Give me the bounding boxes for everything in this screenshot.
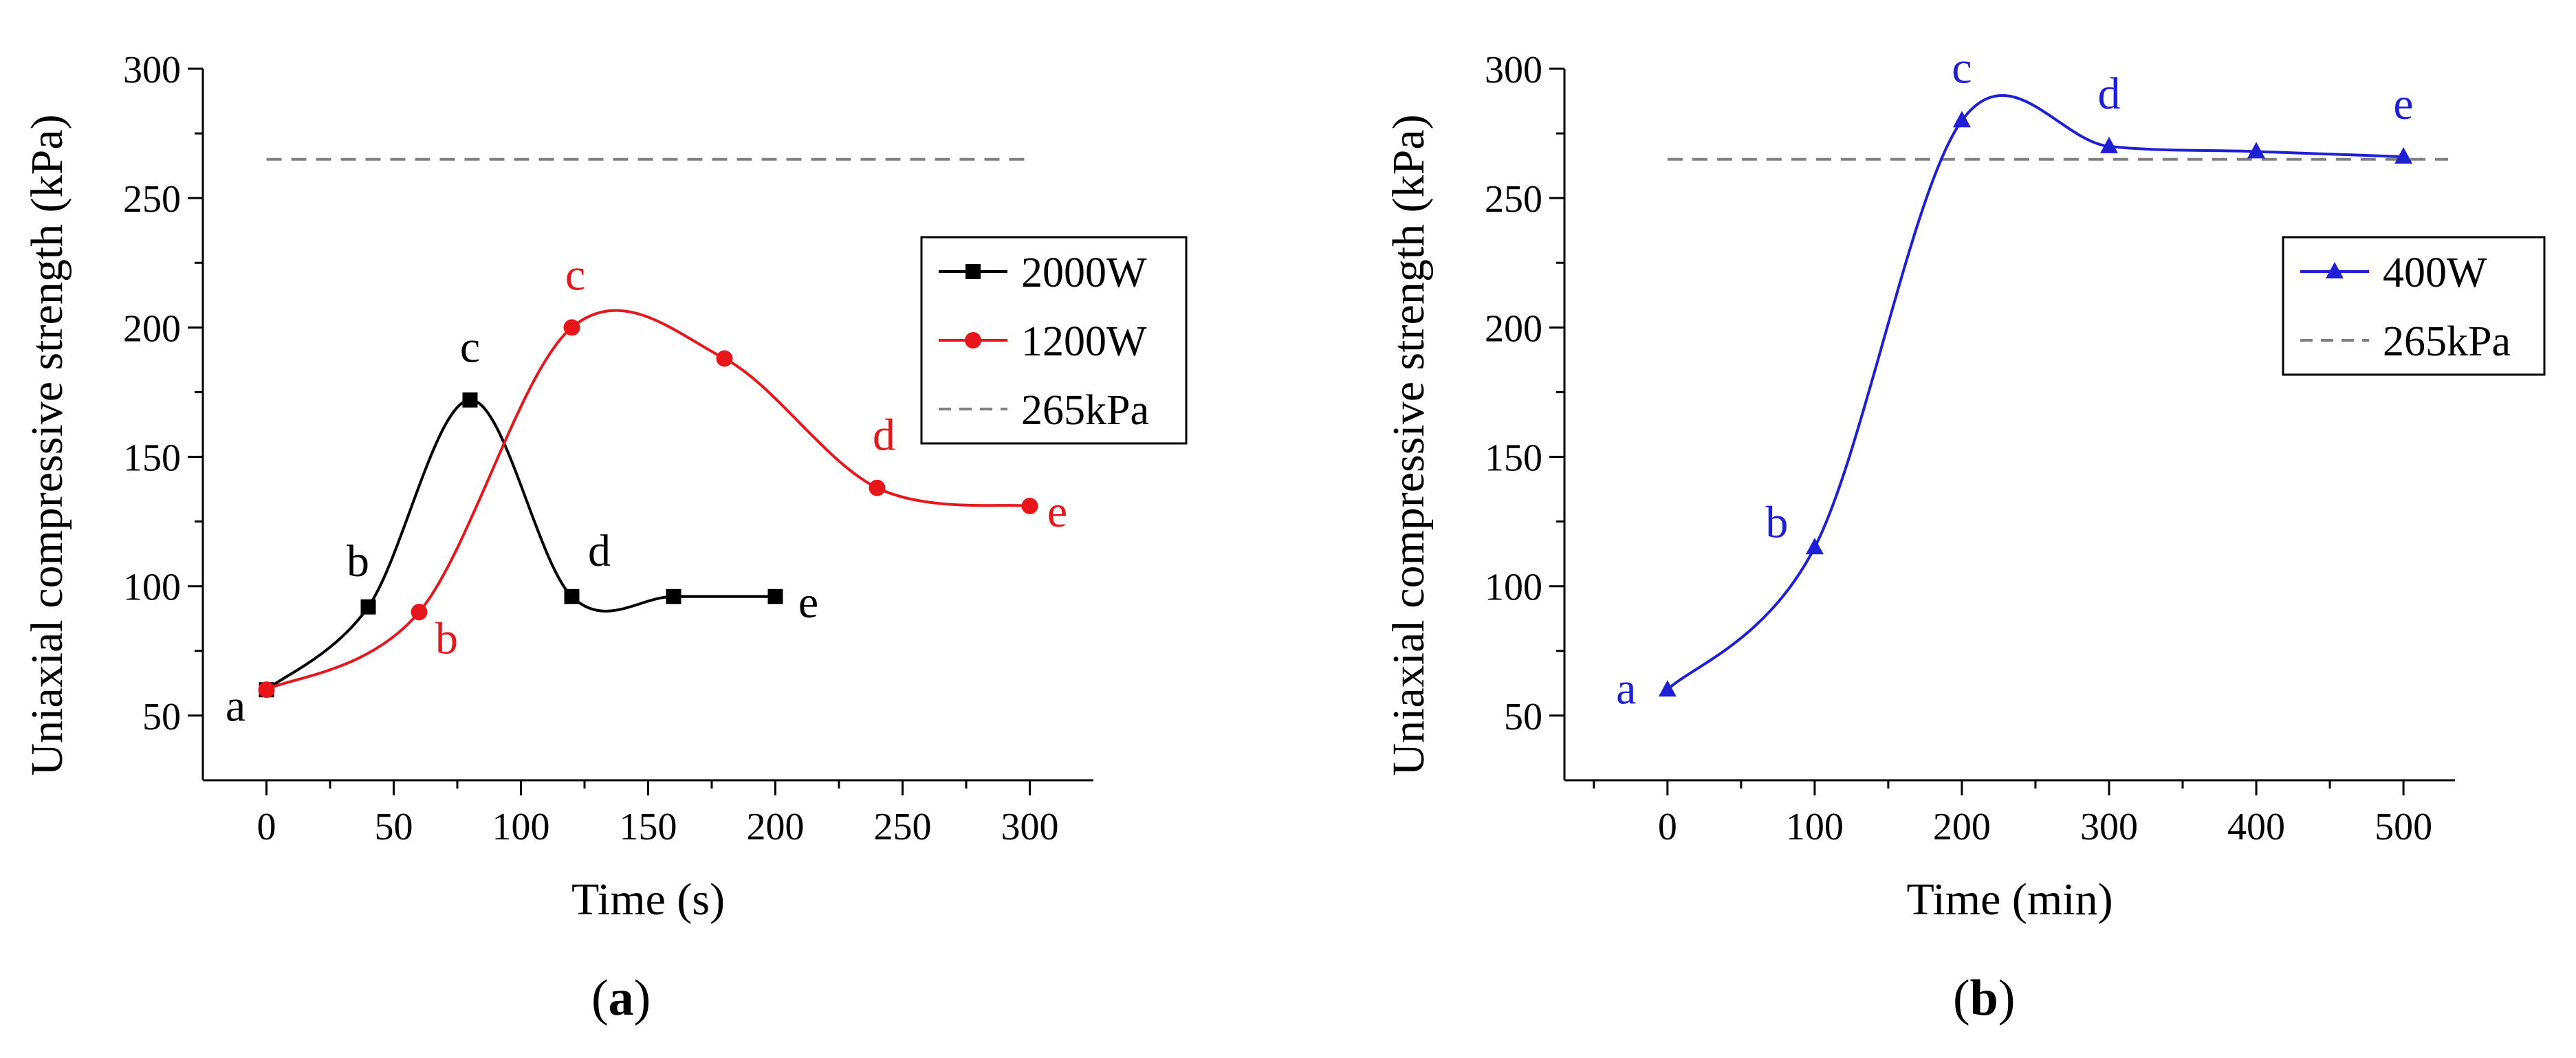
y-tick-label: 200 (123, 307, 181, 350)
chart-panel-b: 50 100 150 200 250 300 0 100 200 300 400 500 Time (m… (1384, 43, 2546, 925)
data-point-1200w (258, 681, 275, 698)
series-line-400w (1666, 93, 2404, 691)
x-axis-label: Time (min) (1906, 874, 2113, 925)
series-line-2000w (265, 398, 776, 691)
point-label-c: c (565, 250, 585, 300)
data-point-400w (2099, 136, 2118, 153)
series-line-1200w (265, 309, 1030, 692)
data-point-2000w (564, 588, 580, 604)
y-tick-label: 100 (123, 566, 181, 609)
x-tick-label: 50 (375, 806, 413, 848)
x-tick-label: 0 (257, 806, 276, 848)
y-tick-label: 200 (1485, 307, 1542, 350)
x-tick-label: 300 (1001, 806, 1059, 848)
point-label-e: e (798, 577, 818, 628)
point-label-a: a (226, 681, 245, 731)
legend: 400W 265kPa (2282, 236, 2546, 376)
x-tick-label: 200 (747, 806, 805, 848)
point-label-d: d (588, 526, 611, 576)
point-label-b: b (1765, 497, 1788, 547)
point-label-c: c (460, 322, 480, 373)
x-tick-label: 100 (1786, 806, 1844, 848)
x-tick-label: 500 (2375, 806, 2432, 848)
point-label-e: e (1047, 487, 1067, 537)
legend-marker (965, 332, 981, 349)
x-tick-label: 150 (620, 806, 677, 848)
x-tick-label: 100 (492, 806, 550, 848)
data-point-2000w (360, 599, 376, 615)
legend-label: 400W (2383, 250, 2487, 296)
panel-label-a: (a) (591, 970, 651, 1026)
y-tick-label: 150 (1485, 437, 1542, 480)
point-label-b: b (347, 536, 369, 586)
data-point-400w (1805, 538, 1824, 555)
x-tick-label: 300 (2080, 806, 2138, 848)
y-tick-label: 250 (1485, 178, 1542, 221)
point-label-d: d (2097, 69, 2120, 119)
y-axis-label: Uniaxial compressive strength (kPa) (22, 114, 72, 775)
x-tick-label: 400 (2227, 806, 2285, 848)
data-point-2000w (767, 588, 783, 604)
data-point-400w (1658, 680, 1677, 697)
data-point-400w (2247, 142, 2266, 159)
legend-marker (965, 264, 981, 279)
legend: 2000W 1200W 265kPa (920, 236, 1188, 445)
y-tick-label: 300 (1485, 49, 1542, 91)
data-point-1200w (563, 319, 580, 336)
y-tick-label: 100 (1485, 566, 1542, 609)
x-axis-label: Time (s) (571, 874, 725, 925)
data-point-2000w (666, 588, 681, 604)
point-label-c: c (1952, 43, 1972, 93)
point-label-a: a (1616, 663, 1636, 714)
y-tick-label: 300 (123, 49, 181, 91)
x-tick-label: 250 (874, 806, 932, 848)
legend-marker (2326, 262, 2344, 278)
legend-box (2282, 236, 2546, 376)
data-point-1200w (1021, 498, 1038, 515)
point-label-b: b (435, 613, 458, 663)
point-label-d: d (873, 410, 895, 461)
data-point-1200w (716, 350, 733, 367)
y-axis-label: Uniaxial compressive strength (kPa) (1384, 114, 1434, 775)
y-tick-label: 50 (1504, 696, 1542, 738)
y-tick-label: 250 (123, 178, 181, 221)
data-point-400w (2394, 146, 2413, 164)
y-tick-label: 50 (142, 696, 181, 738)
data-point-1200w (411, 604, 428, 621)
x-tick-label: 200 (1933, 806, 1991, 848)
data-point-1200w (869, 479, 886, 496)
legend-label: 265kPa (2383, 318, 2511, 365)
point-label-e: e (2393, 79, 2413, 129)
panel-label-b: (b) (1953, 970, 2016, 1026)
legend-label: 265kPa (1021, 387, 1149, 434)
legend-label: 1200W (1021, 318, 1147, 365)
data-point-2000w (462, 392, 478, 408)
legend-label: 2000W (1021, 250, 1147, 296)
x-tick-label: 0 (1658, 806, 1677, 848)
data-point-400w (1952, 111, 1971, 128)
chart-panel-a: 50 100 150 200 250 300 0 50 100 150 200 250 300 Time … (22, 49, 1188, 925)
y-tick-label: 150 (123, 437, 181, 480)
